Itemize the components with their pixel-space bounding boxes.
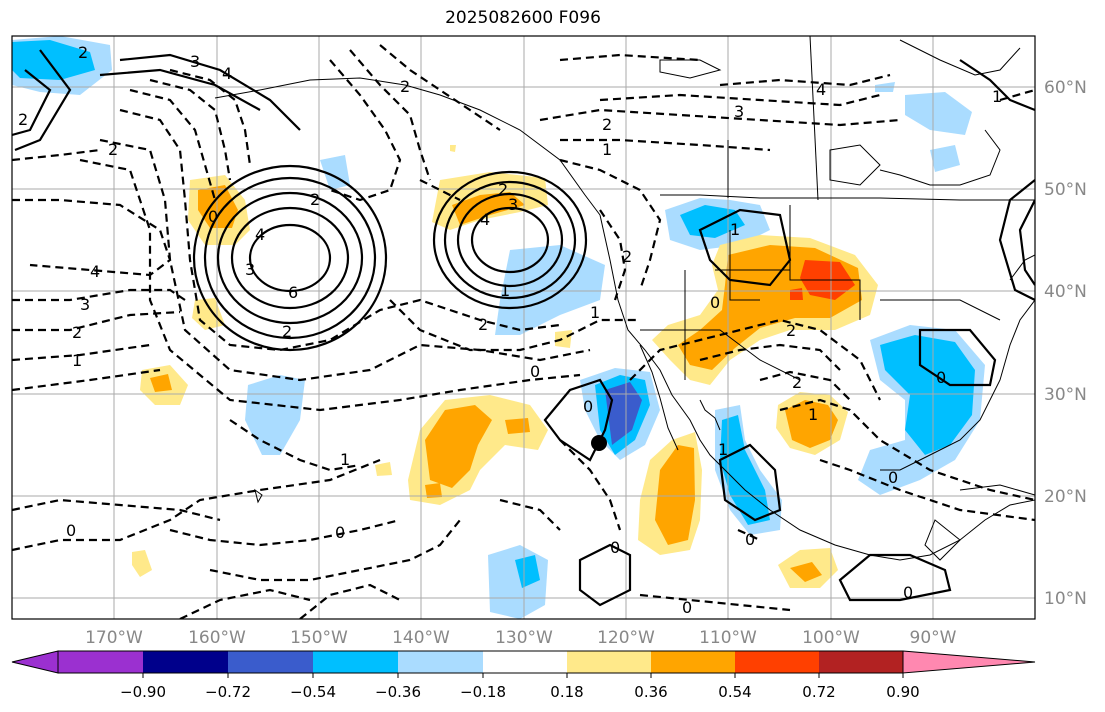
svg-text:1: 1 <box>730 220 740 239</box>
colorbar-segment <box>313 651 398 673</box>
svg-text:0: 0 <box>710 293 720 312</box>
svg-text:1: 1 <box>500 281 510 300</box>
colorbar-segment <box>651 651 735 673</box>
colorbar-tick: 0.36 <box>634 683 667 701</box>
colorbar-segment <box>143 651 228 673</box>
svg-text:0: 0 <box>745 530 755 549</box>
lon-label: 160°W <box>188 628 246 648</box>
latitude-labels: 60°N 50°N 40°N 30°N 20°N 10°N <box>1044 78 1087 609</box>
svg-text:0: 0 <box>682 598 692 617</box>
coastlines <box>214 36 1035 561</box>
colorbar-segment <box>819 651 903 673</box>
lon-label: 140°W <box>392 628 450 648</box>
svg-text:0: 0 <box>888 468 898 487</box>
lon-label: 90°W <box>910 628 957 648</box>
svg-text:0: 0 <box>335 523 345 542</box>
dashed-contours <box>12 44 1035 619</box>
svg-text:0: 0 <box>66 521 76 540</box>
lat-label: 60°N <box>1044 78 1087 98</box>
svg-text:2: 2 <box>18 110 28 129</box>
svg-text:4: 4 <box>816 80 826 99</box>
svg-text:1: 1 <box>72 351 82 370</box>
svg-text:2: 2 <box>310 190 320 209</box>
svg-text:3: 3 <box>245 260 255 279</box>
lon-label: 120°W <box>597 628 655 648</box>
svg-text:4: 4 <box>90 262 100 281</box>
svg-text:2: 2 <box>622 247 632 266</box>
svg-text:3: 3 <box>190 52 200 71</box>
svg-text:4: 4 <box>255 225 265 244</box>
svg-text:1: 1 <box>992 87 1002 106</box>
shading-positive <box>132 145 878 588</box>
svg-text:4: 4 <box>222 64 232 83</box>
svg-text:1: 1 <box>718 440 728 459</box>
colorbar-segment <box>58 651 143 673</box>
svg-text:2: 2 <box>108 140 118 159</box>
svg-text:1: 1 <box>602 140 612 159</box>
svg-text:3: 3 <box>734 102 744 121</box>
lat-label: 10°N <box>1044 589 1087 609</box>
colorbar-tick: 0.54 <box>718 683 751 701</box>
svg-text:2: 2 <box>400 77 410 96</box>
svg-text:2: 2 <box>78 43 88 62</box>
svg-text:3: 3 <box>508 195 518 214</box>
colorbar-tick: 0.72 <box>802 683 835 701</box>
svg-text:2: 2 <box>282 322 292 341</box>
svg-text:0: 0 <box>583 397 593 416</box>
colorbar-extend-max <box>902 650 1036 674</box>
map-frame <box>11 35 1036 620</box>
svg-text:0: 0 <box>936 368 946 387</box>
svg-text:2: 2 <box>792 373 802 392</box>
colorbar-segment <box>398 651 483 673</box>
colorbar-segment <box>567 651 651 673</box>
lat-label: 40°N <box>1044 282 1087 302</box>
lon-label: 130°W <box>495 628 553 648</box>
contour-labels: 2 3 4 2 2 2 3 4 2 1 0 4 3 2 1 1 2 6 4 3 … <box>18 43 1002 617</box>
svg-text:2: 2 <box>478 315 488 334</box>
colorbar-tick: 0.90 <box>886 683 919 701</box>
svg-text:0: 0 <box>208 207 218 226</box>
colorbar-tick: −0.72 <box>205 683 251 701</box>
svg-text:2: 2 <box>498 180 508 199</box>
svg-text:3: 3 <box>80 295 90 314</box>
colorbar-tick: −0.18 <box>460 683 506 701</box>
lon-label: 170°W <box>85 628 143 648</box>
colorbar-tick: −0.36 <box>375 683 421 701</box>
svg-text:2: 2 <box>72 323 82 342</box>
svg-text:2: 2 <box>786 321 796 340</box>
storm-position-dot <box>591 435 607 451</box>
svg-text:1: 1 <box>340 450 350 469</box>
lon-label: 150°W <box>290 628 348 648</box>
colorbar-tick: −0.54 <box>290 683 336 701</box>
colorbar: −0.90 −0.72 −0.54 −0.36 −0.18 0.18 0.36 … <box>11 650 1036 701</box>
svg-text:2: 2 <box>602 115 612 134</box>
colorbar-segment <box>735 651 819 673</box>
figure-title: 2025082600 F096 <box>445 8 601 28</box>
lat-label: 30°N <box>1044 385 1087 405</box>
colorbar-tick: 0.18 <box>550 683 583 701</box>
svg-text:4: 4 <box>480 210 490 229</box>
lat-label: 20°N <box>1044 487 1087 507</box>
lon-label: 110°W <box>699 628 757 648</box>
svg-text:0: 0 <box>530 362 540 381</box>
map-area: 2 3 4 2 2 2 3 4 2 1 0 4 3 2 1 1 2 6 4 3 … <box>12 36 1035 619</box>
svg-text:0: 0 <box>610 538 620 557</box>
lon-label: 100°W <box>802 628 860 648</box>
colorbar-segment <box>483 651 567 673</box>
colorbar-segment <box>228 651 313 673</box>
svg-text:0: 0 <box>903 583 913 602</box>
lat-label: 50°N <box>1044 180 1087 200</box>
colorbar-extend-min <box>11 650 59 674</box>
svg-text:1: 1 <box>808 405 818 424</box>
svg-text:6: 6 <box>288 283 298 302</box>
longitude-labels: 170°W 160°W 150°W 140°W 130°W 120°W 110°… <box>85 628 957 648</box>
svg-text:1: 1 <box>590 303 600 322</box>
colorbar-tick: −0.90 <box>120 683 166 701</box>
solid-contours <box>12 49 1035 607</box>
